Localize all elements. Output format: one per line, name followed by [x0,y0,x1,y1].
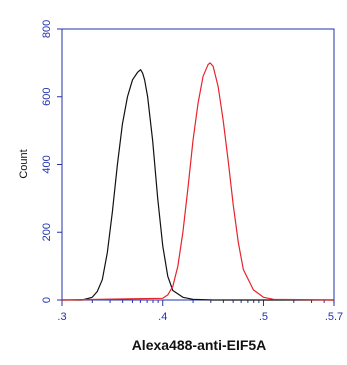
y-axis-label: Count [18,149,30,178]
axis-ticks [57,28,335,306]
tick-labels: .3 .4 .5 .5.7 0 200 400 600 800 [41,20,343,323]
x-axis-label: Alexa488-anti-EIF5A [132,337,267,353]
series-1-line [62,69,334,301]
y-tick-label: 400 [41,155,53,173]
x-tick-label: .5 [259,311,268,323]
y-tick-label: 800 [41,20,53,38]
x-tick-label: .5.7 [325,311,343,323]
series-layer [61,62,335,301]
y-tick-label: 0 [41,297,53,303]
x-tick-label: .3 [57,311,66,323]
plot-area [61,28,335,301]
y-tick-label: 200 [41,223,53,241]
x-tick-label: .4 [158,311,167,323]
y-tick-label: 600 [41,88,53,106]
series-2-line [61,62,335,301]
